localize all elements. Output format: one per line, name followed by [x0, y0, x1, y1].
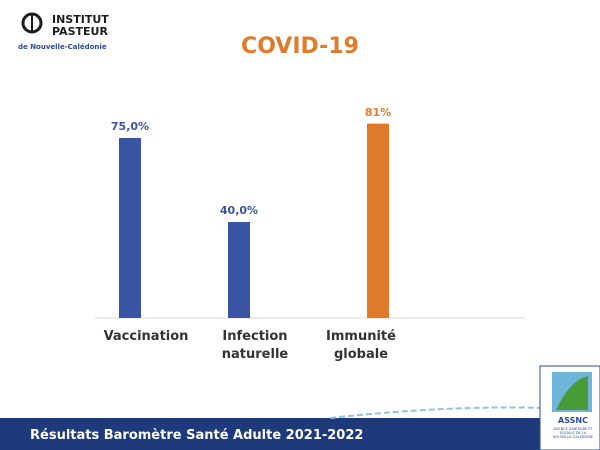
- x-tick-label: Vaccination: [103, 329, 189, 344]
- bar: [228, 222, 250, 318]
- footer-curve: [329, 406, 546, 419]
- badge-icon: [556, 376, 588, 410]
- footer-text: Résultats Baromètre Santé Adulte 2021-20…: [30, 428, 364, 443]
- bar: [367, 123, 389, 318]
- logo-subtitle: de Nouvelle-Calédonie: [18, 43, 107, 51]
- x-tick-label: Immunité globale: [326, 329, 396, 362]
- value-label: 40,0%: [219, 204, 259, 217]
- value-label: 75,0%: [110, 120, 150, 133]
- badge-subtitle: AGENCE SANITAIRE ET SOCIALE DE LA NOUVEL…: [552, 427, 594, 439]
- chart-title: COVID-19: [241, 34, 359, 59]
- value-label: 81%: [364, 105, 392, 119]
- badge-name: ASSNC: [558, 416, 588, 425]
- bar: [119, 138, 141, 318]
- logo-name: INSTITUT PASTEUR: [52, 13, 109, 38]
- footer-band: [0, 418, 600, 450]
- x-tick-label: Infection naturelle: [221, 329, 289, 362]
